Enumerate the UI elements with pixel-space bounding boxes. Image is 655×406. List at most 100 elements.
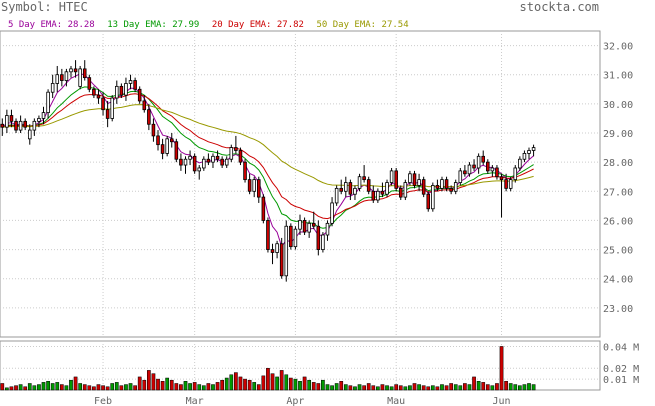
volume-bar: [14, 385, 18, 391]
candle: [41, 106, 46, 125]
candle-body: [156, 135, 160, 146]
candle: [87, 74, 92, 93]
candle-body: [366, 179, 371, 192]
volume-bar: [224, 377, 229, 391]
candle: [183, 156, 188, 174]
candle-body: [261, 196, 266, 221]
candle-body: [211, 155, 215, 163]
volume-bar: [302, 376, 307, 391]
candle-body: [307, 222, 311, 233]
candle: [307, 220, 311, 238]
candle: [495, 165, 499, 180]
volume-bar: [316, 383, 321, 391]
volume-bar: [458, 385, 463, 391]
volume-bar: [92, 386, 96, 391]
volume-bar: [467, 384, 472, 391]
candle: [531, 144, 536, 157]
candle-body: [298, 220, 302, 230]
ema-legend: 5 Day EMA: 28.28 13 Day EMA: 27.99 20 Day …: [8, 20, 409, 30]
volume-bar: [0, 383, 5, 391]
volume-bar: [252, 382, 257, 391]
candle: [298, 214, 302, 235]
candle-body: [87, 77, 92, 90]
volume-bar: [426, 386, 431, 391]
candle-body: [73, 68, 78, 73]
candle-body: [353, 187, 357, 195]
volume-bar: [78, 383, 83, 391]
candle: [55, 65, 60, 93]
price-tick-label: 27.00: [603, 187, 633, 198]
candle-body: [380, 190, 385, 195]
candle-body: [234, 147, 238, 151]
candle: [403, 179, 408, 201]
volume-bar: [247, 379, 252, 391]
candle-body: [238, 150, 243, 163]
candle: [73, 60, 78, 78]
candle: [472, 159, 476, 171]
volume-bar: [133, 385, 137, 391]
candle-body: [220, 158, 224, 166]
candle: [92, 86, 96, 99]
candle-body: [174, 141, 179, 160]
site-label: stockta.com: [520, 0, 599, 14]
volume-bar: [192, 382, 197, 391]
volume-bar: [266, 367, 270, 391]
candle-body: [426, 193, 431, 210]
candle: [311, 211, 316, 230]
candle: [440, 176, 444, 192]
candle: [60, 68, 64, 87]
volume-bar: [114, 382, 119, 391]
candle-body: [224, 158, 229, 166]
candle-body: [316, 225, 321, 250]
volume-bar: [453, 384, 458, 391]
candle: [421, 176, 426, 198]
candle-body: [431, 185, 435, 210]
candle: [124, 77, 128, 101]
candle: [252, 176, 256, 198]
volume-bar: [101, 385, 105, 391]
volume-bar: [430, 385, 435, 391]
candle-body: [188, 155, 192, 160]
candle-body: [27, 129, 32, 140]
volume-bar: [495, 383, 499, 391]
candle: [476, 153, 481, 174]
volume-bar: [376, 386, 380, 391]
candle: [339, 179, 343, 195]
candle: [449, 185, 453, 195]
volume-bar: [275, 376, 279, 391]
month-label: Mau: [387, 396, 405, 406]
volume-bar: [179, 384, 183, 391]
volume-bar: [504, 381, 508, 391]
candle-body: [344, 182, 348, 192]
price-tick-label: 23.00: [603, 304, 633, 315]
candle: [270, 243, 275, 265]
candle-body: [385, 182, 389, 195]
candle: [261, 194, 266, 224]
volume-bar: [499, 346, 504, 391]
candle: [229, 144, 234, 163]
volume-bar: [330, 385, 334, 391]
volume-bar: [82, 384, 87, 391]
candle-body: [289, 225, 293, 248]
volume-bar: [485, 384, 490, 391]
candle: [156, 130, 160, 151]
candle: [435, 179, 440, 192]
candle: [46, 89, 50, 119]
candle: [266, 217, 270, 253]
volume-bar: [403, 386, 408, 391]
price-tick-label: 30.00: [603, 100, 633, 111]
volume-bar: [293, 378, 298, 391]
candle: [284, 220, 289, 282]
volume-bar: [389, 386, 394, 391]
candle: [211, 153, 215, 168]
candle: [69, 65, 73, 78]
volume-bar: [513, 384, 518, 391]
volume-bar: [110, 383, 115, 391]
candle: [316, 220, 321, 256]
month-label: Apr: [286, 396, 304, 406]
candle-body: [252, 179, 256, 192]
candle-body: [490, 167, 495, 172]
volume-bar: [73, 376, 78, 391]
ema-line: [2, 104, 534, 188]
candle: [224, 156, 229, 168]
